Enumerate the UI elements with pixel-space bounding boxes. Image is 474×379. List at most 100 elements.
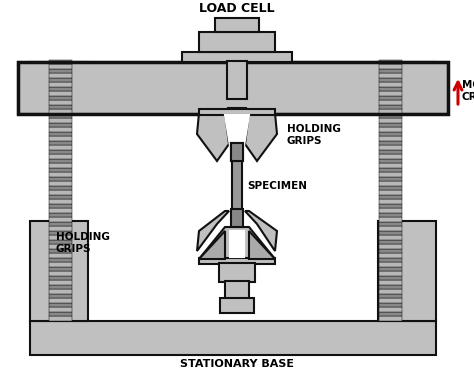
Bar xyxy=(379,217,402,222)
Bar xyxy=(379,199,402,204)
Bar xyxy=(379,195,402,199)
Bar xyxy=(49,199,72,204)
Bar xyxy=(49,195,72,199)
Bar xyxy=(49,271,72,276)
Polygon shape xyxy=(245,113,277,161)
Bar xyxy=(379,91,402,96)
Bar xyxy=(379,100,402,105)
Bar xyxy=(49,109,72,114)
Bar xyxy=(30,321,436,355)
Text: SPECIMEN: SPECIMEN xyxy=(247,181,307,191)
Bar xyxy=(49,267,72,271)
Bar xyxy=(18,62,448,114)
Bar xyxy=(379,231,402,235)
Polygon shape xyxy=(245,211,277,251)
Bar xyxy=(49,78,72,82)
Text: LOAD CELL: LOAD CELL xyxy=(199,2,275,15)
Bar xyxy=(49,204,72,208)
Bar xyxy=(379,298,402,303)
Bar xyxy=(231,209,243,227)
Bar xyxy=(379,136,402,141)
Bar xyxy=(49,276,72,280)
Bar xyxy=(379,154,402,159)
Bar xyxy=(220,298,254,313)
Bar xyxy=(49,235,72,240)
Bar xyxy=(379,109,402,114)
Bar xyxy=(231,143,243,161)
Bar xyxy=(49,118,72,123)
Bar xyxy=(49,285,72,289)
Bar xyxy=(379,307,402,312)
Bar xyxy=(379,64,402,69)
Bar xyxy=(379,262,402,267)
Bar xyxy=(379,141,402,145)
Bar xyxy=(49,222,72,226)
Bar xyxy=(49,91,72,96)
Bar xyxy=(227,61,247,99)
Bar xyxy=(379,271,402,276)
Bar xyxy=(49,154,72,159)
Bar xyxy=(49,262,72,267)
Bar xyxy=(199,32,275,52)
Bar xyxy=(379,258,402,262)
Bar xyxy=(379,226,402,231)
Bar xyxy=(49,177,72,181)
Bar xyxy=(49,312,72,316)
Bar xyxy=(49,168,72,172)
Bar xyxy=(379,114,402,118)
Bar xyxy=(49,303,72,307)
Bar xyxy=(379,69,402,73)
Polygon shape xyxy=(197,211,229,251)
Bar xyxy=(379,190,402,195)
Bar xyxy=(49,316,72,321)
Bar xyxy=(232,159,242,211)
Bar xyxy=(49,249,72,253)
Bar xyxy=(49,244,72,249)
Bar xyxy=(379,276,402,280)
Bar xyxy=(379,208,402,213)
Bar xyxy=(49,136,72,141)
Bar xyxy=(49,253,72,258)
Bar xyxy=(379,105,402,109)
Polygon shape xyxy=(249,231,275,259)
Bar xyxy=(379,127,402,132)
Bar xyxy=(379,316,402,321)
Bar xyxy=(379,73,402,78)
Bar xyxy=(379,222,402,226)
Bar xyxy=(49,132,72,136)
Bar xyxy=(49,60,72,64)
Bar xyxy=(49,96,72,100)
Bar xyxy=(379,204,402,208)
Bar xyxy=(30,221,88,321)
Bar xyxy=(379,159,402,163)
Text: HOLDING
GRIPS: HOLDING GRIPS xyxy=(287,124,341,146)
Bar xyxy=(219,263,255,282)
Bar xyxy=(49,123,72,127)
Bar xyxy=(49,150,72,154)
Bar xyxy=(379,312,402,316)
Bar xyxy=(49,294,72,298)
Polygon shape xyxy=(199,227,275,259)
Bar xyxy=(49,163,72,168)
Bar xyxy=(228,108,246,126)
Polygon shape xyxy=(230,231,244,257)
Bar xyxy=(49,141,72,145)
Bar xyxy=(18,62,448,114)
Bar xyxy=(379,289,402,294)
Bar xyxy=(379,168,402,172)
Bar xyxy=(379,78,402,82)
Bar xyxy=(379,132,402,136)
Bar xyxy=(379,96,402,100)
Bar xyxy=(49,100,72,105)
Bar xyxy=(379,82,402,87)
Bar xyxy=(379,60,402,64)
Bar xyxy=(49,73,72,78)
Bar xyxy=(49,298,72,303)
Bar xyxy=(49,105,72,109)
Bar xyxy=(49,64,72,69)
Bar xyxy=(379,118,402,123)
Bar xyxy=(231,143,243,161)
Bar xyxy=(379,163,402,168)
Text: HOLDING
GRIPS: HOLDING GRIPS xyxy=(56,232,110,254)
Text: STATIONARY BASE: STATIONARY BASE xyxy=(180,359,294,369)
